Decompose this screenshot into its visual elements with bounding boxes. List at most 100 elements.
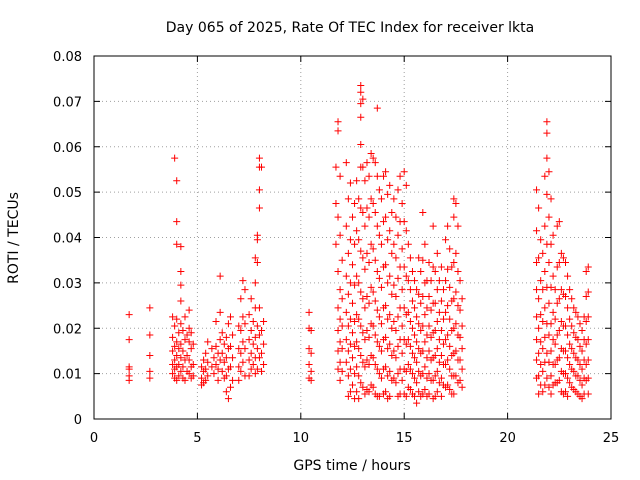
y-tick-label: 0.02	[53, 322, 82, 337]
data-point	[361, 390, 369, 398]
data-point	[367, 240, 375, 248]
data-point	[406, 317, 414, 325]
data-point	[202, 365, 210, 373]
data-point	[555, 295, 563, 303]
data-point	[373, 306, 381, 314]
data-point	[336, 286, 344, 294]
data-point	[421, 338, 429, 346]
data-point	[229, 376, 237, 384]
data-point	[411, 277, 419, 285]
data-point	[582, 340, 590, 348]
data-point	[239, 277, 247, 285]
data-point	[384, 372, 392, 380]
data-point	[444, 222, 452, 230]
data-point	[553, 331, 561, 339]
data-point	[357, 81, 365, 89]
data-point	[564, 331, 572, 339]
data-point	[359, 383, 367, 391]
data-point	[185, 324, 193, 332]
y-tick-label: 0.04	[53, 232, 82, 247]
data-point	[247, 327, 255, 335]
data-point	[454, 268, 462, 276]
data-point	[419, 347, 427, 355]
data-point	[375, 313, 383, 321]
data-point	[402, 340, 410, 348]
data-point	[173, 315, 181, 323]
data-point	[258, 327, 266, 335]
data-point	[332, 163, 340, 171]
data-point	[357, 113, 365, 121]
data-point	[336, 338, 344, 346]
data-point	[562, 370, 570, 378]
data-point	[578, 327, 586, 335]
data-point	[398, 286, 406, 294]
data-point	[189, 340, 197, 348]
data-point	[390, 281, 398, 289]
y-tick-label: 0.01	[53, 368, 82, 383]
data-point	[336, 231, 344, 239]
data-point	[427, 306, 435, 314]
data-point	[208, 363, 216, 371]
data-point	[435, 277, 443, 285]
data-point	[390, 240, 398, 248]
data-point	[359, 358, 367, 366]
data-point	[344, 290, 352, 298]
data-point	[384, 345, 392, 353]
data-point	[371, 331, 379, 339]
data-point	[349, 354, 356, 362]
data-point	[572, 308, 580, 316]
data-point	[245, 336, 253, 344]
data-point	[382, 302, 390, 310]
data-point	[334, 327, 342, 335]
data-point	[533, 356, 541, 364]
data-point	[171, 342, 179, 350]
data-point	[392, 327, 400, 335]
y-axis-label: ROTI / TECUs	[6, 192, 22, 284]
data-point	[574, 372, 582, 380]
data-point	[344, 322, 352, 330]
data-point	[377, 347, 385, 355]
data-point	[423, 374, 431, 382]
data-point	[394, 370, 402, 378]
x-tick-label: 5	[193, 431, 201, 446]
data-point	[400, 304, 408, 312]
data-point	[346, 179, 354, 187]
data-point	[394, 342, 402, 350]
data-point	[363, 249, 371, 257]
data-point	[576, 342, 584, 350]
data-point	[307, 376, 315, 384]
data-point	[173, 177, 181, 185]
data-point	[382, 213, 390, 221]
data-point	[539, 345, 547, 353]
data-point	[384, 315, 392, 323]
data-point	[427, 333, 435, 341]
data-point	[235, 363, 243, 371]
data-point	[235, 345, 243, 353]
data-point	[226, 363, 234, 371]
data-point	[582, 361, 590, 369]
data-point	[222, 354, 230, 362]
data-point	[125, 365, 133, 373]
data-point	[187, 345, 195, 353]
data-point	[431, 351, 439, 359]
data-point	[427, 277, 435, 285]
data-point	[537, 361, 545, 369]
data-point	[431, 327, 439, 335]
data-point	[456, 376, 464, 384]
data-point	[251, 279, 259, 287]
data-point	[363, 159, 371, 167]
data-point	[584, 390, 592, 398]
data-point	[392, 292, 400, 300]
data-point	[237, 349, 245, 357]
data-point	[365, 213, 373, 221]
data-point	[458, 365, 466, 373]
data-point	[373, 172, 381, 180]
data-point	[442, 308, 450, 316]
data-point	[334, 118, 342, 126]
data-point	[382, 168, 390, 176]
data-point	[562, 292, 570, 300]
data-point	[173, 218, 181, 226]
data-point	[396, 172, 404, 180]
data-point	[555, 218, 563, 226]
data-point	[413, 379, 421, 387]
